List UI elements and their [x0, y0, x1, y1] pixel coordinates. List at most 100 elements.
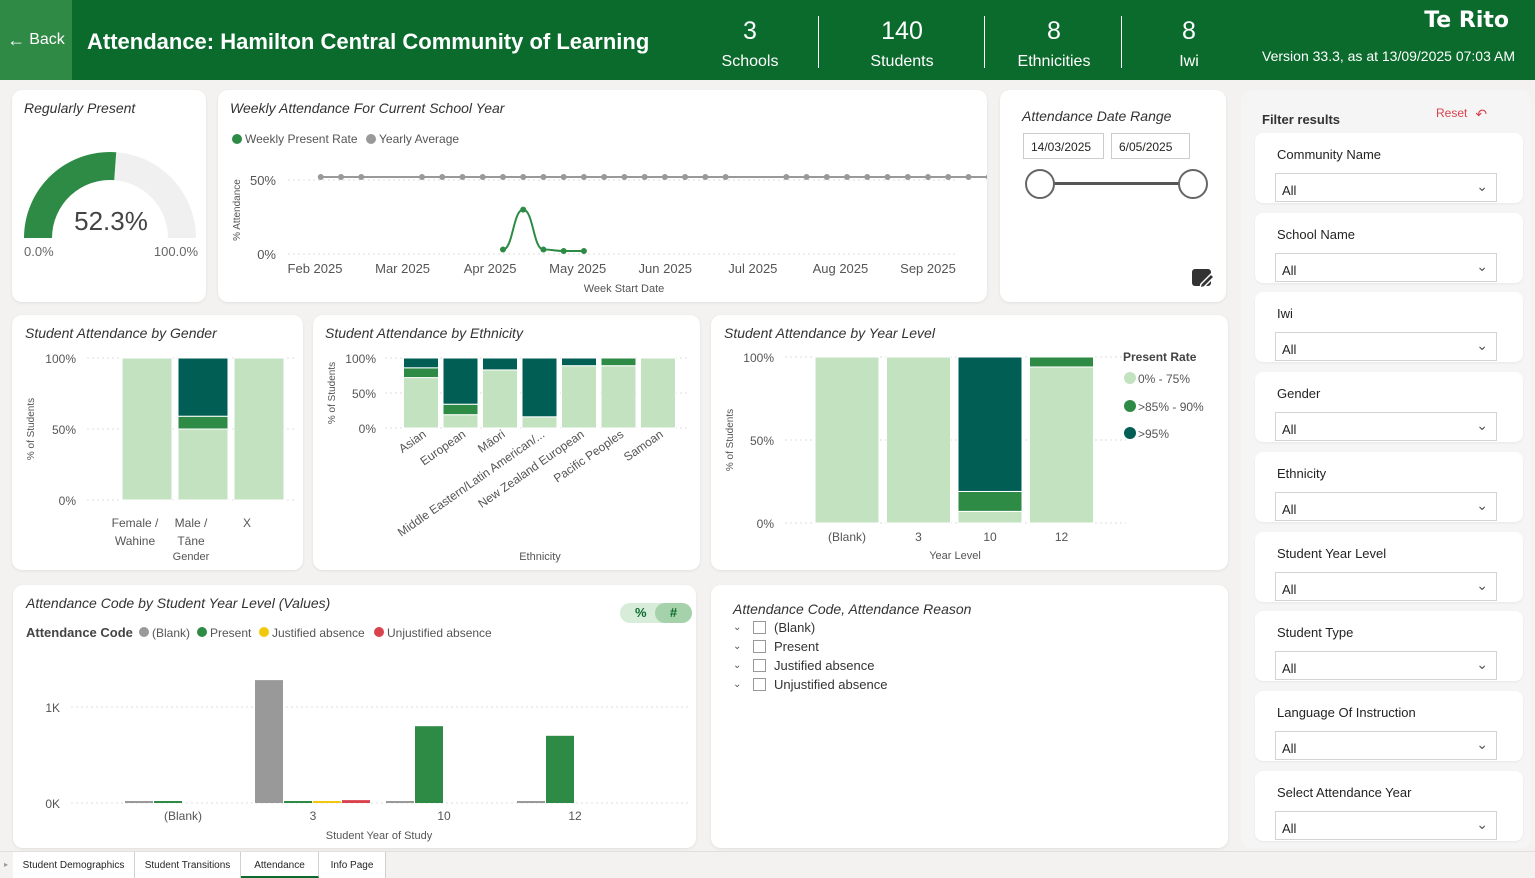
card-title: Attendance Code by Student Year Level (V…: [26, 595, 331, 611]
legend-item: 0% - 75%: [1138, 372, 1190, 386]
back-button[interactable]: ← Back: [0, 0, 72, 80]
yearly-average-point: [540, 174, 547, 181]
filter-community-name: Community Name All ⌄: [1255, 133, 1523, 203]
bar: [342, 800, 370, 803]
x-tick: 12: [568, 809, 582, 823]
yearly-average-point: [601, 174, 608, 181]
filter-dropdown[interactable]: All ⌄: [1275, 173, 1497, 202]
bar: [517, 801, 545, 803]
y-tick: 50%: [352, 387, 376, 401]
x-tick: 3: [915, 530, 922, 544]
attendance-code-chart-card[interactable]: Attendance Code by Student Year Level (V…: [13, 585, 696, 848]
filter-school-name: School Name All ⌄: [1255, 212, 1523, 283]
date-slider-start-handle[interactable]: [1025, 169, 1055, 199]
gauge-chart: 52.3% 0.0% 100.0%: [24, 152, 199, 259]
x-tick: European: [418, 427, 469, 468]
tab-scroll-icon[interactable]: ▸: [4, 860, 9, 869]
arrow-left-icon: ←: [7, 29, 26, 50]
year-level-chart-card[interactable]: Student Attendance by Year Level 100% 50…: [711, 315, 1228, 570]
filter-value: All: [1282, 262, 1297, 278]
gender-chart-card[interactable]: Student Attendance by Gender 100% 50% 0%…: [12, 315, 303, 570]
chevron-down-icon[interactable]: ⌄: [733, 679, 742, 690]
checkbox[interactable]: [753, 678, 766, 691]
slicer-item[interactable]: ⌄ (Blank): [733, 620, 816, 635]
x-axis-label: Student Year of Study: [326, 830, 433, 842]
legend-dot: [1124, 400, 1136, 412]
y-axis-label: % of Students: [26, 398, 37, 460]
bar-segment: [640, 357, 676, 429]
yearly-average-point: [499, 174, 506, 181]
legend-item: Unjustified absence: [387, 626, 492, 640]
y-tick: 100%: [345, 352, 376, 366]
date-slider-track[interactable]: [1040, 182, 1192, 185]
weekly-present-rate-point: [499, 246, 506, 253]
legend-dot: [374, 627, 384, 637]
date-slider-end-handle[interactable]: [1178, 169, 1208, 199]
checkbox[interactable]: [753, 621, 766, 634]
yearly-average-point: [338, 174, 345, 181]
filter-dropdown[interactable]: All ⌄: [1275, 252, 1497, 282]
filter-dropdown[interactable]: All ⌄: [1275, 491, 1497, 521]
weekly-attendance-card[interactable]: Weekly Attendance For Current School Yea…: [218, 90, 987, 302]
gender-bar-chart: 100% 50% 0% % of Students Female / Wahin…: [26, 352, 297, 563]
y-tick: 50%: [250, 173, 276, 188]
regularly-present-card[interactable]: Regularly Present 52.3% 0.0% 100.0%: [12, 90, 206, 302]
yearly-average-point: [358, 174, 365, 181]
bar-segment: [482, 369, 518, 429]
legend-title: Present Rate: [1123, 350, 1197, 364]
bar-segment: [403, 377, 439, 429]
chevron-down-icon[interactable]: ⌄: [733, 641, 742, 652]
gauge-max: 100.0%: [154, 244, 199, 259]
tab-attendance[interactable]: Attendance: [241, 852, 319, 878]
filter-value: All: [1282, 183, 1297, 198]
x-tick: 10: [983, 530, 997, 544]
checkbox[interactable]: [753, 659, 766, 672]
y-tick: 1K: [45, 701, 60, 715]
slicer-item[interactable]: ⌄ Justified absence: [733, 658, 875, 673]
y-axis-label: % of Students: [725, 409, 736, 471]
yearly-average-point: [520, 174, 527, 181]
tab-student-demographics[interactable]: Student Demographics: [13, 852, 135, 878]
weekly-present-rate-point: [520, 206, 527, 213]
bar-segment: [957, 356, 1023, 492]
yearly-average-point: [418, 174, 425, 181]
version-text: Version 33.3, as at 13/09/2025 07:03 AM: [1262, 48, 1515, 64]
header-bar: ← Back Attendance: Hamilton Central Comm…: [0, 0, 1535, 80]
x-tick: Mar 2025: [375, 261, 430, 276]
edit-icon[interactable]: [1191, 266, 1215, 290]
bars: [121, 357, 285, 501]
yearly-average-point: [459, 174, 466, 181]
filter-dropdown[interactable]: All ⌄: [1275, 332, 1497, 362]
legend-dot-weekly: [232, 134, 242, 144]
filter-dropdown[interactable]: All ⌄: [1275, 810, 1497, 840]
filter-dropdown[interactable]: All ⌄: [1275, 651, 1497, 681]
filter-value: All: [1282, 501, 1297, 517]
percent-count-toggle[interactable]: % #: [620, 603, 692, 623]
x-axis-label: Week Start Date: [584, 283, 665, 295]
end-date-input[interactable]: 6/05/2025: [1111, 133, 1190, 159]
x-tick: Male /: [175, 516, 208, 530]
ethnicity-chart-card[interactable]: Student Attendance by Ethnicity 100% 50%…: [313, 315, 700, 570]
checkbox[interactable]: [753, 640, 766, 653]
slicer-item[interactable]: ⌄ Unjustified absence: [733, 677, 888, 692]
tab-info-page[interactable]: Info Page: [319, 852, 386, 878]
yearly-average-point: [823, 174, 830, 181]
toggle-count[interactable]: #: [655, 603, 692, 623]
x-tick: Wahine: [115, 534, 156, 548]
toggle-percent[interactable]: %: [635, 605, 647, 620]
y-tick: 50%: [52, 423, 76, 437]
filter-value: All: [1282, 820, 1297, 836]
reset-button[interactable]: Reset ↶: [1436, 106, 1488, 122]
filter-dropdown[interactable]: All ⌄: [1275, 571, 1497, 601]
chevron-down-icon[interactable]: ⌄: [733, 660, 742, 671]
chevron-down-icon[interactable]: ⌄: [733, 622, 742, 633]
tab-student-transitions[interactable]: Student Transitions: [135, 852, 241, 878]
filter-dropdown[interactable]: All ⌄: [1275, 730, 1497, 760]
start-date-input[interactable]: 14/03/2025: [1023, 133, 1104, 159]
stat-students: 140 Students: [870, 17, 934, 70]
x-tick: 12: [1055, 530, 1069, 544]
slicer-item[interactable]: ⌄ Present: [733, 639, 819, 654]
yearly-average-point: [479, 174, 486, 181]
filter-dropdown[interactable]: All ⌄: [1275, 412, 1497, 442]
filter-value: All: [1282, 740, 1297, 756]
